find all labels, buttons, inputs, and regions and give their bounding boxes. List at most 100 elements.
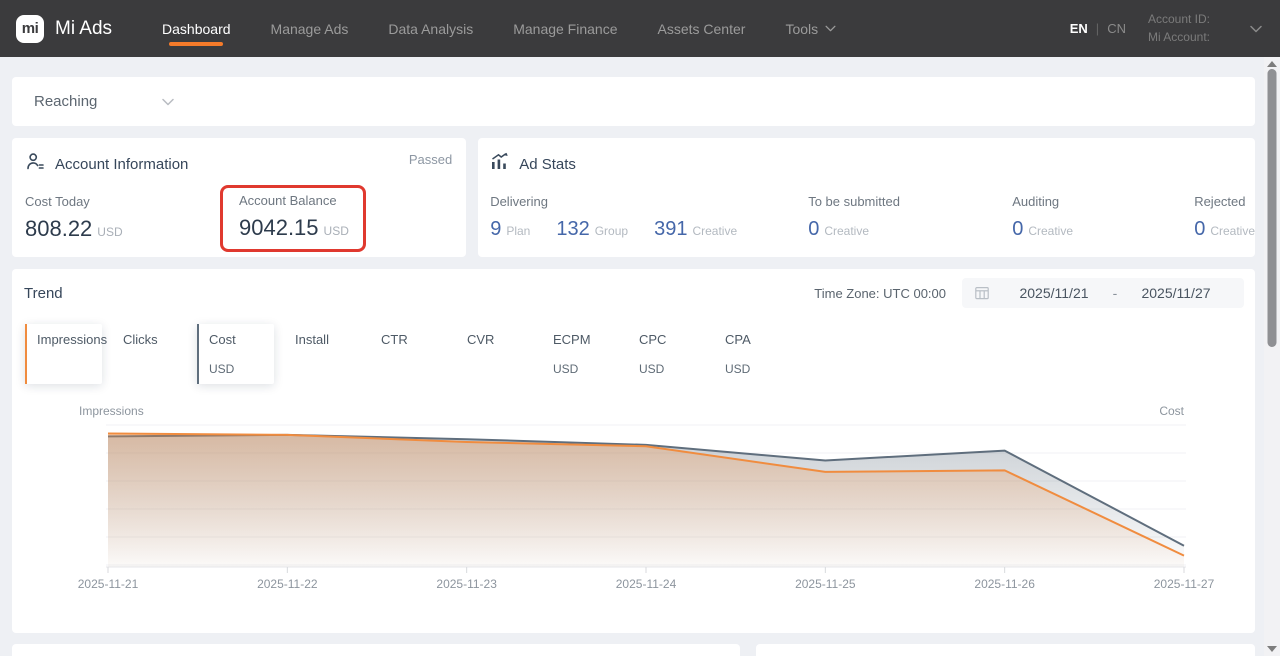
metric-tab-unit: USD [553,362,579,376]
metric-tab-cost[interactable]: Cost USD [197,324,274,384]
mi-account-label: Mi Account: [1147,29,1210,44]
metric-tab-clicks[interactable]: Clicks [111,324,188,384]
status-badge: Passed [408,152,453,167]
stat-unit: Group [594,224,629,238]
nav-item-label: Data Analysis [388,20,474,37]
nav-item-tools[interactable]: Tools [785,0,836,57]
account-information-title: Account Information [55,155,189,173]
account-icon [25,151,46,177]
nav-item-dashboard[interactable]: Dashboard [162,0,231,57]
x-axis-label: 2025-11-27 [1154,577,1215,591]
cost-today-value: 808.22 [25,216,93,241]
scrollbar-thumb[interactable] [1267,69,1277,347]
date-to-input[interactable]: 2025/11/27 [1141,285,1211,301]
metric-tab-unit: USD [639,362,665,376]
metric-tab-label: Impressions [37,332,108,347]
cost-today-label: Cost Today [25,194,90,209]
chevron-down-icon [162,98,174,106]
stat-creative: 0 Creative [1012,218,1073,241]
stat-group-to-be-submitted: To be submitted 0 Creative [808,194,1012,241]
trend-card: Trend Time Zone: UTC 00:00 2025/11/21 - [12,269,1255,633]
nav-item-data-analysis[interactable]: Data Analysis [388,0,473,57]
stat-unit: Creative [824,224,869,238]
nav-item-manage-ads[interactable]: Manage Ads [271,0,349,57]
date-range-separator: - [1112,285,1118,301]
x-axis-label: 2025-11-24 [616,577,677,591]
stat-group-auditing: Auditing 0 Creative [1012,194,1194,241]
stat-unit: Plan [506,224,531,238]
stat-unit: Creative [1028,224,1073,238]
x-axis-label: 2025-11-22 [257,577,318,591]
metric-tab-ctr[interactable]: CTR [369,324,446,384]
nav-item-assets-center[interactable]: Assets Center [658,0,746,57]
stat-value: 0 [808,218,820,240]
metric-tab-cpa[interactable]: CPA USD [713,324,790,384]
stat-group-rejected: Rejected 0 Creative [1194,194,1255,241]
stat-group-label: Delivering [490,194,548,209]
nav-item-manage-finance[interactable]: Manage Finance [513,0,617,57]
nav-item-label: Manage Ads [270,20,349,37]
filter-card: Reaching [12,77,1255,126]
vertical-scrollbar[interactable] [1264,57,1280,656]
scroll-down-arrow-icon[interactable] [1267,646,1277,652]
metric-tab-strip: Impressions Clicks Cost USD Install CTR CVR ECP… [12,324,1255,384]
ad-stats-card: Ad Stats Delivering 9 Plan 132 Group 391 Creat… [478,138,1255,257]
brand-title: Mi Ads [55,17,113,39]
chevron-down-icon [825,25,836,32]
x-axis-label: 2025-11-26 [974,577,1035,591]
metric-tab-install[interactable]: Install [283,324,360,384]
left-axis-name: Impressions [79,404,144,418]
lang-en[interactable]: EN [1069,21,1088,36]
right-axis-name: Cost [1159,404,1184,418]
nav-item-label: Dashboard [162,20,231,37]
metric-tab-cpc[interactable]: CPC USD [627,324,704,384]
metric-tab-ecpm[interactable]: ECPM USD [541,324,618,384]
metric-tab-unit: USD [209,362,235,376]
metric-tab-impressions[interactable]: Impressions [25,324,108,384]
date-from-input[interactable]: 2025/11/21 [1019,285,1089,301]
x-axis-label: 2025-11-23 [436,577,497,591]
calendar-icon[interactable] [974,285,990,301]
metric-tab-label: CTR [381,332,408,347]
stat-value: 0 [1194,218,1206,240]
nav-item-label: Assets Center [657,20,746,37]
reaching-dropdown-value: Reaching [34,93,98,110]
stat-group: 132 Group [556,218,628,241]
metric-tab-label: CPA [725,332,751,347]
reaching-dropdown[interactable]: Reaching [34,93,174,110]
metric-tab-label: ECPM [553,332,591,347]
trend-line-chart[interactable]: 2025-11-21 2025-11-22 2025-11-23 2025-11-24… [12,399,1255,599]
stat-value: 132 [556,218,590,240]
language-switch: EN | CN [1070,21,1126,36]
mi-logo-icon[interactable]: mi [16,14,44,43]
stat-value: 0 [1012,218,1024,240]
stat-value: 391 [654,218,688,240]
cost-today-metric: Cost Today 808.22 USD [25,186,220,252]
top-nav: mi Mi Ads Dashboard Manage Ads Data Analys… [0,0,1280,57]
stat-plan: 9 Plan [490,218,530,241]
stat-unit: Creative [692,224,738,238]
account-chevron-down-icon[interactable] [1250,25,1262,33]
account-balance-highlight-box: Account Balance 9042.15 USD [220,185,366,252]
nav-item-label: Manage Finance [513,20,618,37]
account-id-label: Account ID: [1147,12,1210,27]
metric-tab-label: Install [295,332,329,347]
account-balance-label: Account Balance [239,193,337,208]
x-axis-label: 2025-11-25 [795,577,856,591]
stat-value: 9 [490,218,502,240]
nav-item-label: Tools [785,20,819,37]
account-information-card: Account Information Passed Cost Today 80… [12,138,467,257]
account-balance-value: 9042.15 [239,215,319,240]
stat-creative: 0 Creative [1194,218,1255,241]
stat-unit: Creative [1210,224,1255,238]
ad-stats-title: Ad Stats [519,155,576,173]
metric-tab-label: Clicks [123,332,158,347]
account-summary[interactable]: Account ID: Mi Account: [1148,11,1210,46]
metric-tab-label: Cost [209,332,236,347]
stat-group-delivering: Delivering 9 Plan 132 Group 391 Creative [490,194,808,241]
lang-cn[interactable]: CN [1107,21,1126,36]
date-range-picker[interactable]: 2025/11/21 - 2025/11/27 [962,278,1244,308]
scroll-up-arrow-icon[interactable] [1267,61,1277,67]
bottom-left-card [12,644,740,656]
metric-tab-cvr[interactable]: CVR [455,324,532,384]
